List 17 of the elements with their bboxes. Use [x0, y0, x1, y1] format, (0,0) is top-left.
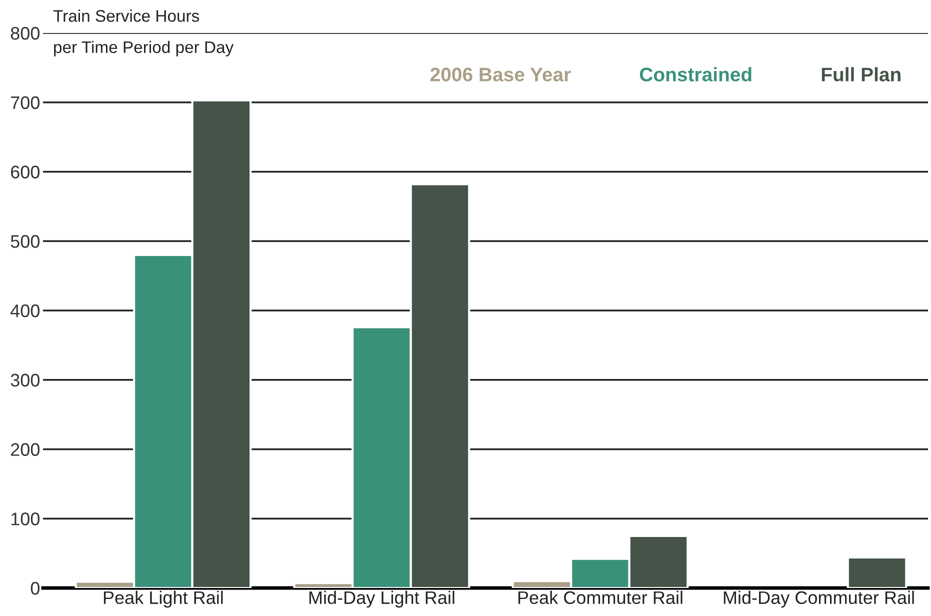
y-tick-label: 0 — [30, 582, 40, 595]
y-tick-label: 200 — [11, 443, 40, 456]
y-tick-label: 400 — [10, 304, 40, 318]
y-tick-label: 100 — [11, 512, 40, 526]
y-tick-label: 600 — [11, 166, 40, 178]
y-axis-title: Train Service Hours per Time Period per Day — [53, 10, 234, 56]
y-tick-label: 300 — [10, 374, 40, 387]
x-tick-label: Peak Commuter Rail — [518, 590, 682, 604]
text: Constrained — [640, 67, 752, 82]
x-tick-label: Peak Light Rail — [104, 590, 223, 608]
text: Full Plan — [822, 67, 900, 82]
y-tick-label: 500 — [10, 235, 40, 248]
y-tick-label: 800 — [10, 26, 40, 40]
x-tick-label: Mid-Day Light Rail — [309, 590, 454, 608]
text: 2006 Base Year — [430, 68, 571, 82]
y-tick-label: 700 — [11, 96, 40, 110]
x-tick-label: Mid-Day Commuter Rail — [724, 590, 914, 608]
